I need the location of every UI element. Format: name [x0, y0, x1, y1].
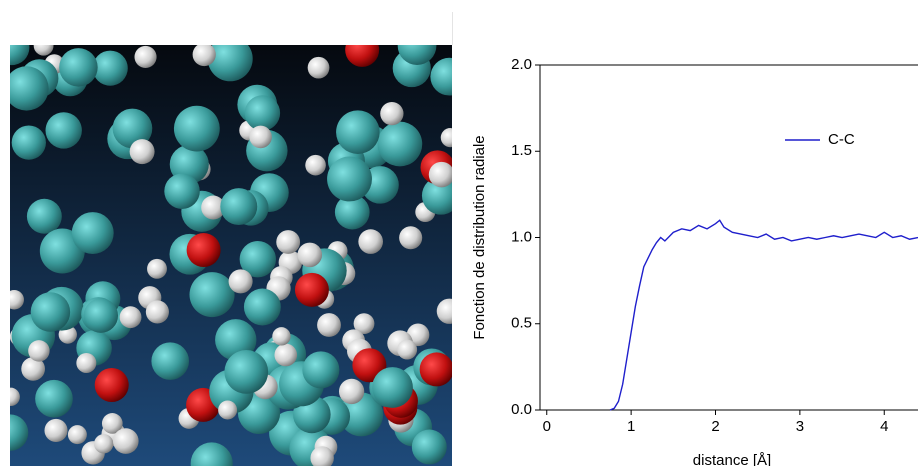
- atom: [192, 45, 216, 67]
- atom: [276, 230, 301, 254]
- atom: [173, 105, 220, 152]
- atom: [380, 101, 404, 126]
- y-tick-label: 0.5: [511, 315, 532, 332]
- atom: [44, 418, 68, 442]
- atom: [428, 161, 452, 188]
- x-tick-label: 4: [880, 418, 888, 435]
- atom: [228, 269, 253, 294]
- atom: [11, 125, 46, 160]
- atom: [10, 66, 49, 111]
- atom: [112, 108, 153, 149]
- atom: [92, 50, 128, 86]
- atom: [336, 110, 380, 154]
- atom: [189, 272, 235, 318]
- atom: [147, 258, 167, 279]
- atom: [67, 425, 87, 445]
- atom: [35, 379, 73, 418]
- x-axis-label: distance [Å]: [693, 452, 771, 466]
- atom: [430, 57, 452, 96]
- x-tick-label: 3: [796, 418, 804, 435]
- chart: Fonction de distribution radiale distanc…: [471, 56, 918, 466]
- y-axis-label: Fonction de distribution radiale: [471, 135, 488, 339]
- atom: [164, 173, 200, 209]
- atom: [272, 327, 291, 346]
- atom: [76, 352, 97, 373]
- legend-label: C-C: [828, 131, 855, 148]
- atom: [59, 48, 98, 87]
- atom: [239, 241, 276, 278]
- y-tick-label: 2.0: [511, 56, 532, 73]
- atom: [26, 198, 62, 234]
- atom: [399, 226, 423, 250]
- atom: [334, 194, 370, 230]
- atom: [28, 340, 50, 362]
- atom: [317, 313, 341, 337]
- atom: [305, 154, 326, 176]
- atom: [71, 212, 114, 255]
- atom: [10, 387, 20, 407]
- atom: [244, 95, 281, 131]
- atom: [440, 128, 452, 148]
- atom: [218, 400, 238, 420]
- atom: [411, 429, 447, 465]
- atom: [358, 229, 383, 254]
- atom: [436, 298, 452, 324]
- atom: [45, 112, 82, 149]
- atom: [294, 272, 329, 307]
- atom: [119, 306, 142, 329]
- atom: [397, 45, 437, 65]
- atom: [377, 121, 423, 167]
- atom: [94, 434, 114, 454]
- atom: [21, 357, 45, 381]
- molecule-render: [10, 45, 452, 466]
- y-tick-label: 0.0: [511, 401, 532, 418]
- atom: [94, 368, 129, 403]
- atom: [201, 195, 226, 220]
- atom: [10, 45, 30, 66]
- atom: [134, 45, 157, 69]
- atom: [310, 446, 334, 466]
- atom: [207, 45, 253, 82]
- atom: [249, 125, 272, 149]
- atom: [307, 56, 330, 79]
- x-tick-label: 0: [543, 418, 551, 435]
- atom: [145, 300, 169, 324]
- atom: [129, 139, 155, 165]
- atom: [353, 313, 375, 335]
- atom: [297, 242, 323, 268]
- x-tick-label: 1: [627, 418, 635, 435]
- atom: [33, 45, 54, 56]
- atom: [338, 378, 365, 405]
- atom: [186, 233, 221, 268]
- atom: [83, 298, 119, 333]
- atom: [224, 350, 269, 394]
- y-tick-label: 1.0: [511, 228, 532, 245]
- y-tick-label: 1.5: [511, 142, 532, 159]
- x-tick-label: 2: [711, 418, 719, 435]
- data-line: [609, 219, 918, 411]
- atom: [220, 188, 258, 226]
- atom: [397, 339, 418, 360]
- atom: [372, 367, 413, 408]
- atom: [151, 342, 189, 380]
- atom: [112, 428, 139, 454]
- atom: [10, 414, 29, 451]
- atom: [302, 351, 340, 389]
- atom: [345, 45, 380, 67]
- atom: [101, 413, 123, 434]
- atom: [327, 156, 372, 202]
- atom: [274, 343, 298, 367]
- atom: [190, 442, 233, 466]
- atom: [419, 352, 452, 387]
- atom: [10, 289, 24, 310]
- atom: [30, 292, 71, 332]
- atom: [243, 288, 281, 326]
